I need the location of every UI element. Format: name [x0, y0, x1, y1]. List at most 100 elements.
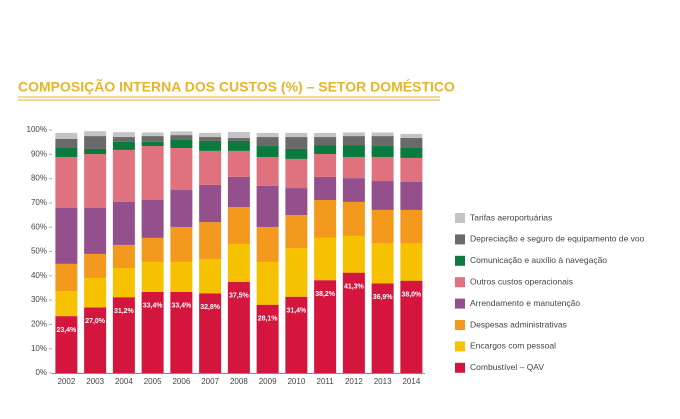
bar-segment	[256, 304, 279, 373]
bar-segment	[227, 176, 250, 208]
bar-segment	[84, 277, 107, 308]
x-tick-label: 2011	[317, 377, 335, 386]
legend-swatch	[455, 320, 465, 330]
bar-segment	[55, 147, 78, 157]
x-tick-label: 2005	[144, 377, 162, 386]
bar-segment	[112, 297, 135, 373]
legend-swatch	[455, 362, 465, 373]
bar-segment	[199, 293, 222, 373]
x-tick-label: 2003	[86, 377, 104, 386]
legend-label: Tarifas aeroportuárias	[470, 212, 552, 222]
bar-segment	[199, 150, 222, 185]
legend-label: Depreciação e seguro de equipamento de v…	[470, 234, 645, 244]
bar-segment	[400, 209, 423, 243]
data-label: 31,2%	[114, 308, 135, 315]
y-tick-label: 10%	[31, 344, 47, 353]
bar-segment	[170, 190, 193, 227]
y-tick-label: 70%	[31, 198, 47, 207]
data-label: 33,4%	[171, 303, 192, 310]
bar-segment	[256, 185, 279, 227]
bar-segment	[112, 244, 135, 269]
bar-segment	[141, 136, 164, 142]
bar-segment	[285, 215, 308, 249]
bar-segment	[199, 132, 222, 138]
bar-segment	[112, 137, 135, 142]
bar-segment	[285, 132, 308, 138]
legend-swatch	[455, 341, 465, 352]
bar-segment	[84, 253, 107, 278]
legend-swatch	[455, 234, 465, 245]
bar-segment	[314, 154, 337, 177]
data-label: 23,4%	[56, 327, 77, 334]
legend-label: Despesas administrativas	[470, 319, 567, 329]
legend-label: Arrendamento e manutenção	[470, 298, 580, 308]
bar-segment	[342, 132, 365, 137]
y-tick-label: 40%	[31, 271, 47, 280]
bar-segment	[400, 147, 423, 158]
bar-segment	[400, 242, 423, 281]
bar-segment	[227, 131, 250, 139]
bar-segment	[141, 237, 164, 262]
bar-segment	[141, 141, 164, 147]
y-tick-label: 90%	[31, 149, 47, 158]
bar-segment	[55, 132, 78, 139]
y-tick-label: 50%	[31, 247, 47, 256]
legend-swatch	[455, 255, 465, 266]
bar-segment	[400, 138, 423, 148]
x-tick-label: 2009	[259, 377, 277, 386]
bar-segment	[285, 158, 308, 189]
bar-segment	[314, 137, 337, 146]
bar-segment	[112, 201, 135, 245]
bar-segment	[285, 188, 308, 216]
bar-segment	[342, 178, 365, 202]
y-tick-label: 0%	[35, 368, 47, 377]
x-tick-label: 2012	[345, 377, 363, 386]
bar-segment	[400, 182, 423, 210]
bar-segment	[227, 207, 250, 244]
legend-label: Combustível – QAV	[470, 362, 544, 372]
legend-label: Comunicação e auxílio à navegação	[470, 255, 607, 265]
data-label: 28,1%	[258, 316, 279, 323]
data-label: 37,5%	[229, 293, 250, 300]
bar-segment	[342, 235, 365, 273]
bar-segment	[84, 154, 107, 209]
bar-segment	[371, 132, 394, 137]
bar-segment	[285, 137, 308, 149]
bar-segment	[55, 156, 78, 209]
data-label: 31,4%	[286, 308, 307, 315]
bar-segment	[256, 146, 279, 157]
bar-segment	[371, 283, 394, 373]
bar-segment	[227, 138, 250, 141]
bar-segment	[55, 263, 78, 292]
bar-segment	[199, 137, 222, 141]
bar-segment	[84, 208, 107, 254]
bar-segment	[371, 181, 394, 210]
legend-swatch	[455, 298, 465, 309]
x-tick-label: 2002	[57, 377, 75, 386]
bar-segment	[112, 141, 135, 150]
bar-segment	[314, 237, 337, 281]
data-label: 38,2%	[315, 291, 336, 298]
bar-segment	[112, 149, 135, 202]
bar-segment	[371, 156, 394, 182]
bar-segment	[256, 137, 279, 147]
bar-segment	[170, 226, 193, 262]
bar-segment	[141, 291, 164, 373]
y-tick-label: 80%	[31, 174, 47, 183]
bar-segment	[112, 132, 135, 138]
data-label: 33,4%	[143, 303, 164, 310]
bar-segment	[342, 272, 365, 373]
data-label: 38,0%	[401, 292, 422, 299]
bar-segment	[342, 145, 365, 157]
bar-segment	[170, 131, 193, 136]
bar-segment	[342, 136, 365, 146]
x-tick-label: 2008	[230, 377, 248, 386]
y-tick-label: 60%	[31, 222, 47, 231]
bar-segment	[285, 248, 308, 297]
data-label: 41,3%	[344, 283, 365, 290]
y-tick-label: 30%	[31, 295, 47, 304]
bar-segment	[314, 132, 337, 138]
bar-segment	[170, 291, 193, 373]
bar-segment	[55, 208, 78, 264]
